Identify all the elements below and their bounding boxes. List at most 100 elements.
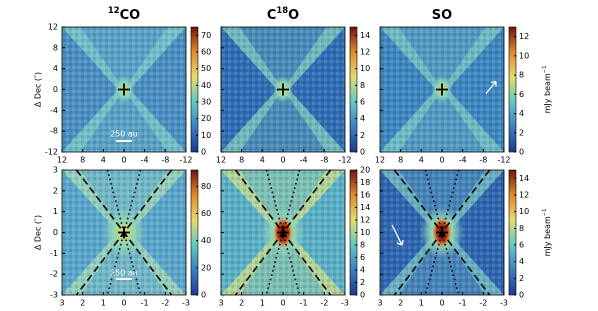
x-tick-label: 2 [239,299,244,308]
x-tick-label: -4 [459,156,467,165]
panel-title-part: O [288,8,299,23]
y-tick-label: 0 [53,228,58,237]
colorbar-tick-label: 60 [201,209,211,218]
colorbar [349,26,358,153]
x-tick-label: 0 [280,156,285,165]
x-tick-label: 8 [239,156,244,165]
x-tick-label: 1 [101,299,106,308]
colorbar-tick-label: 30 [201,98,211,107]
source-cross [277,83,289,96]
y-tick-label: -8 [50,127,58,136]
panel-title-part: SO [432,8,452,23]
colorbar-tick-label: 4 [519,257,524,266]
colorbar-tick-label: 0 [201,291,206,300]
x-tick-label: -3 [341,299,349,308]
x-tick-label: 0 [121,299,126,308]
source-cross [277,226,289,239]
x-tick-label: -12 [338,156,351,165]
x-tick-label: 2 [398,299,403,308]
x-tick-label: -2 [479,299,487,308]
source-cross [436,83,448,96]
colorbar-tick-label: 4 [360,266,365,275]
colorbar-label-part: mJy beam [543,216,552,256]
colorbar-tick-label: 12 [519,32,529,41]
panel-title-part: 18 [276,5,288,15]
colorbar-tick-label: 2 [360,278,365,287]
colorbar-tick-label: 50 [201,64,211,73]
colorbar-tick-label: 60 [201,48,211,57]
colorbar-tick-label: 70 [201,31,211,40]
x-tick-label: -1 [459,299,467,308]
colorbar-tick-label: 40 [201,236,211,245]
colorbar-tick-label: 6 [360,253,365,262]
x-tick-label: 8 [398,156,403,165]
y-tick-label: -4 [50,106,58,115]
colorbar-tick-label: 6 [519,241,524,250]
x-tick-label: -12 [497,156,510,165]
colorbar-tick-label: 14 [519,174,529,183]
x-tick-label: -2 [320,299,328,308]
x-tick-label: -2 [161,299,169,308]
x-tick-label: 0 [439,156,444,165]
colorbar-tick-label: 2 [360,131,365,140]
x-tick-label: -3 [500,299,508,308]
colorbar-tick-label: 6 [360,98,365,107]
x-tick-label: 3 [218,299,223,308]
colorbar [508,26,517,153]
colorbar-label-part: −1 [542,209,548,217]
colorbar [190,169,199,296]
colorbar-tick-label: 10 [519,207,529,216]
panel-title-part: 12 [108,5,120,15]
colorbar-tick-label: 2 [519,128,524,137]
y-axis-label: Δ Dec (″) [34,215,43,250]
colorbar-tick-label: 18 [360,178,370,187]
colorbar-label: mJy beam−1 [542,209,552,257]
scale-bar-label: 250 au [110,269,138,278]
colorbar-tick-label: 0 [519,291,524,300]
colorbar-tick-label: 0 [201,148,206,157]
colorbar-tick-label: 8 [519,71,524,80]
colorbar [508,169,517,296]
y-tick-label: 0 [53,85,58,94]
colorbar-tick-label: 40 [201,81,211,90]
source-cross [118,226,130,239]
colorbar-tick-label: 10 [519,51,529,60]
x-tick-label: 0 [280,299,285,308]
colorbar-tick-label: 12 [360,216,370,225]
colorbar-tick-label: 12 [519,191,529,200]
x-tick-label: -1 [141,299,149,308]
colorbar-tick-label: 20 [360,166,370,175]
y-tick-label: 2 [53,186,58,195]
scale-bar-label: 250 au [110,130,138,139]
y-tick-label: 4 [53,64,58,73]
x-tick-label: -8 [479,156,487,165]
x-tick-label: 8 [80,156,85,165]
x-tick-label: -4 [300,156,308,165]
x-tick-label: -3 [182,299,190,308]
y-axis-label: Δ Dec (″) [34,72,43,107]
panel-title-part: CO [120,8,141,23]
x-tick-label: 1 [419,299,424,308]
x-tick-label: 2 [80,299,85,308]
arrow [485,80,497,94]
colorbar-tick-label: 10 [360,64,370,73]
colorbar-tick-label: 12 [360,48,370,57]
x-tick-label: -1 [300,299,308,308]
source-cross [436,226,448,239]
colorbar-tick-label: 8 [360,81,365,90]
colorbar-tick-label: 2 [519,274,524,283]
y-tick-label: -3 [50,291,58,300]
x-tick-label: 0 [121,156,126,165]
colorbar-tick-label: 20 [201,114,211,123]
x-tick-label: -4 [141,156,149,165]
x-tick-label: -8 [161,156,169,165]
colorbar-tick-label: 0 [360,291,365,300]
x-tick-label: -8 [320,156,328,165]
colorbar-tick-label: 0 [519,148,524,157]
source-cross [118,83,130,96]
y-tick-label: -12 [45,148,58,157]
panel-title-part: C [267,8,277,23]
colorbar-tick-label: 16 [360,191,370,200]
x-tick-label: 12 [216,156,226,165]
